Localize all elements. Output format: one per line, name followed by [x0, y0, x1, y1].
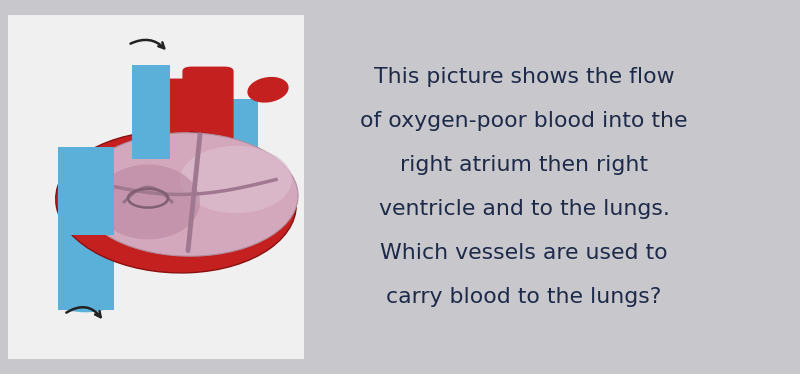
Ellipse shape: [156, 112, 252, 135]
FancyBboxPatch shape: [58, 162, 114, 310]
Ellipse shape: [180, 146, 292, 213]
Ellipse shape: [56, 131, 296, 273]
FancyBboxPatch shape: [132, 65, 170, 159]
Text: This picture shows the flow: This picture shows the flow: [374, 67, 674, 87]
FancyBboxPatch shape: [208, 99, 258, 163]
Ellipse shape: [64, 148, 107, 159]
Text: ventricle and to the lungs.: ventricle and to the lungs.: [378, 199, 670, 219]
Ellipse shape: [64, 301, 107, 312]
Text: carry blood to the lungs?: carry blood to the lungs?: [386, 287, 662, 307]
Ellipse shape: [78, 133, 298, 256]
FancyBboxPatch shape: [182, 67, 234, 158]
FancyBboxPatch shape: [8, 15, 304, 359]
Text: right atrium then right: right atrium then right: [400, 155, 648, 175]
FancyBboxPatch shape: [58, 147, 114, 235]
FancyBboxPatch shape: [144, 79, 190, 161]
Ellipse shape: [247, 77, 289, 102]
Text: of oxygen-poor blood into the: of oxygen-poor blood into the: [360, 111, 688, 131]
Text: Which vessels are used to: Which vessels are used to: [380, 243, 668, 263]
Ellipse shape: [96, 165, 200, 239]
